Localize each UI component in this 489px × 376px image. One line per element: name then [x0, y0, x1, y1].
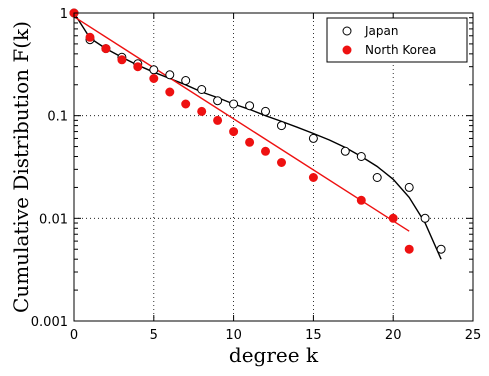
legend: Japan North Korea [326, 17, 468, 63]
x-tick-label: 5 [150, 328, 158, 343]
x-tick-label: 15 [305, 328, 322, 343]
fit-line-north-korea [73, 16, 410, 232]
data-point-north-korea [165, 87, 175, 97]
data-point-north-korea [101, 44, 111, 54]
data-point-japan [197, 85, 207, 94]
data-point-japan [229, 99, 239, 109]
y-tick-label: 0.001 [31, 315, 68, 330]
data-point-japan [181, 76, 191, 85]
data-point-japan [308, 133, 318, 143]
data-points [69, 8, 446, 254]
data-point-north-korea [197, 106, 207, 116]
legend-marker-japan [342, 26, 352, 36]
data-point-japan [245, 101, 255, 111]
data-point-north-korea [117, 55, 127, 65]
legend-label-japan: Japan [364, 24, 398, 38]
legend-box [326, 17, 468, 63]
data-point-north-korea [277, 158, 286, 167]
data-point-japan [261, 106, 270, 116]
data-point-japan [372, 173, 382, 182]
data-point-north-korea [308, 173, 318, 182]
data-point-north-korea [213, 115, 223, 125]
data-point-japan [356, 152, 366, 161]
data-point-japan [149, 65, 159, 75]
data-point-north-korea [133, 62, 143, 72]
data-point-north-korea [404, 244, 414, 254]
x-tick-label: 25 [465, 328, 482, 343]
y-tick-labels: 0.001 0.01 0.1 1 [31, 7, 68, 330]
plot-frame [73, 12, 474, 322]
data-point-japan [404, 182, 414, 192]
data-point-japan [420, 213, 430, 223]
data-point-north-korea [181, 99, 191, 109]
x-axis-label: degree k [229, 343, 319, 367]
data-point-north-korea [356, 195, 366, 205]
axis-ticks [73, 12, 474, 322]
data-point-japan [213, 96, 223, 106]
data-point-north-korea [261, 146, 270, 156]
grid-lines [74, 13, 473, 321]
x-tick-label: 20 [385, 328, 402, 343]
y-axis-label: Cumulative Distribution F(k) [9, 21, 33, 313]
data-point-japan [165, 70, 175, 80]
data-point-japan [340, 146, 350, 156]
legend-label-north-korea: North Korea [365, 43, 436, 57]
data-point-north-korea [229, 127, 239, 137]
y-tick-label: 1 [60, 7, 68, 22]
y-tick-label: 0.1 [47, 110, 68, 125]
data-point-japan [277, 121, 286, 131]
y-tick-label: 0.01 [39, 212, 68, 227]
x-tick-label: 0 [70, 328, 78, 343]
data-point-north-korea [149, 74, 159, 83]
data-point-japan [436, 244, 446, 254]
x-tick-label: 10 [225, 328, 242, 343]
data-point-north-korea [388, 213, 398, 223]
x-tick-labels: 0 5 10 15 20 25 [70, 328, 481, 343]
data-point-north-korea [245, 137, 255, 147]
legend-marker-north-korea [342, 45, 352, 55]
data-point-north-korea [85, 32, 95, 42]
